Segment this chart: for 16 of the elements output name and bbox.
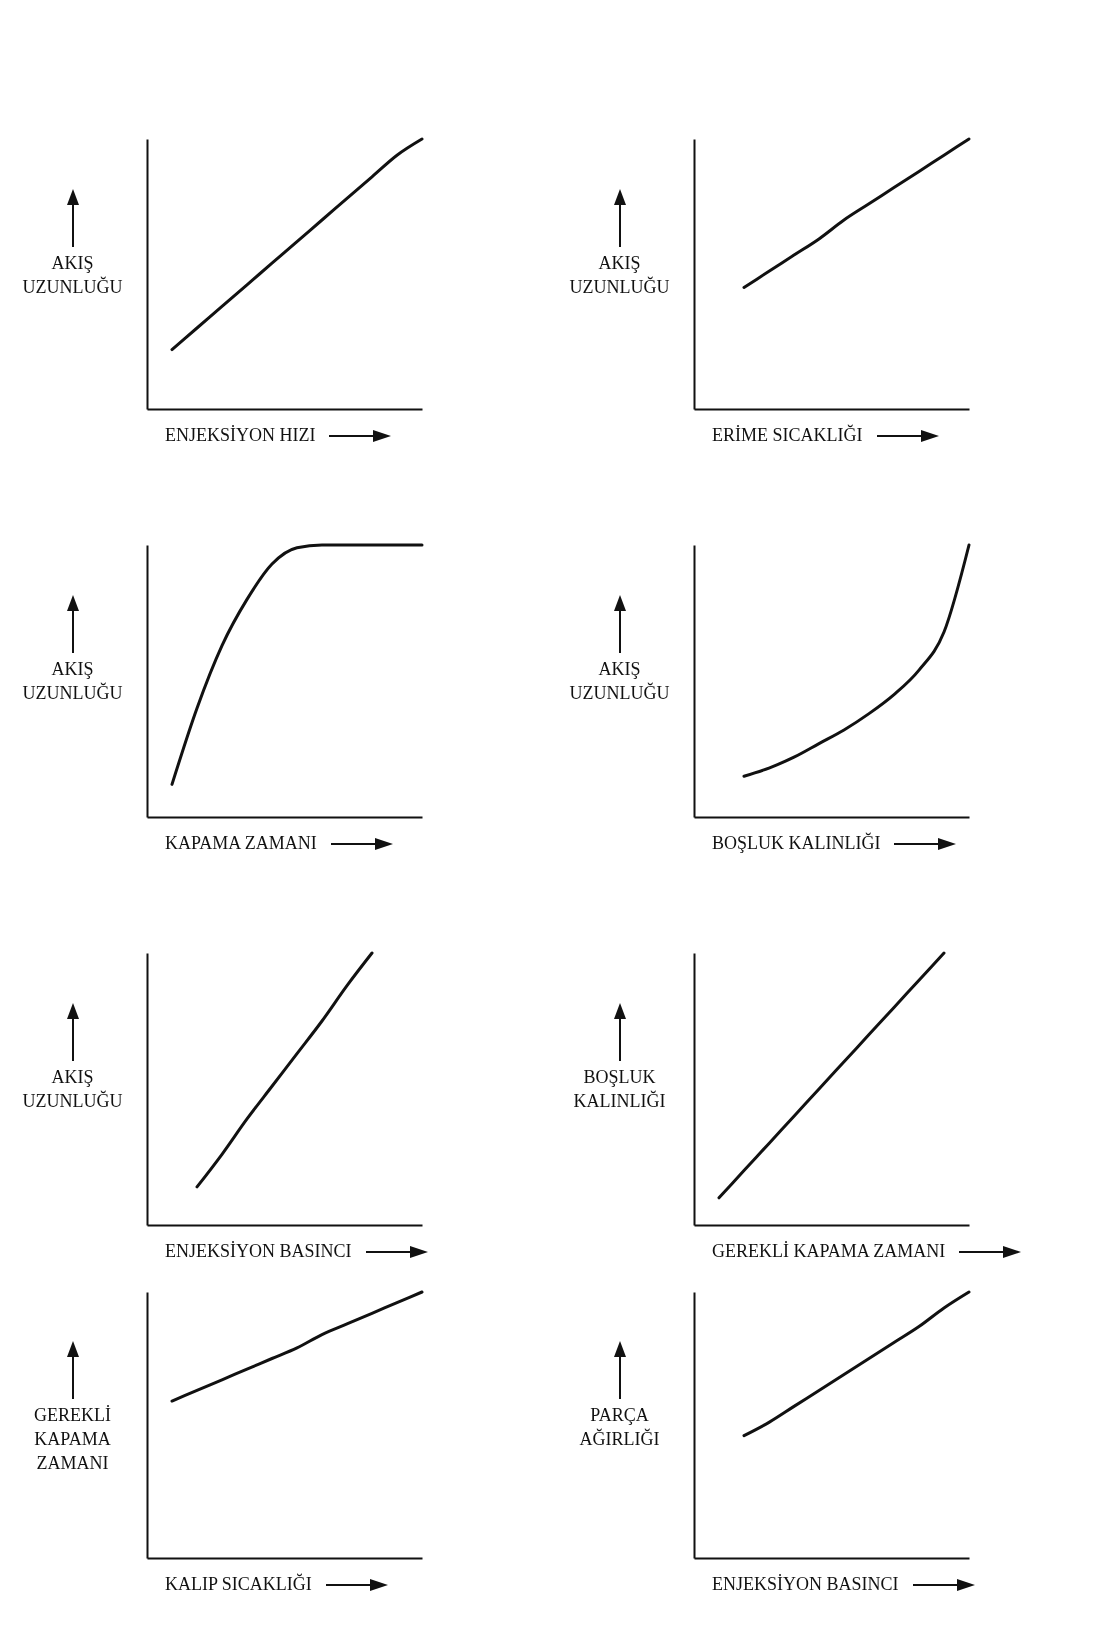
y-axis-title: GEREKLİ KAPAMA ZAMANI <box>33 1404 112 1476</box>
x-axis-title: ERİME SICAKLIĞI <box>712 425 863 446</box>
y-axis-title: AKIŞ UZUNLUĞU <box>21 658 124 706</box>
x-axis-title: ENJEKSİYON BASINCI <box>712 1574 899 1595</box>
y-axis-title: BOŞLUK KALINLIĞI <box>572 1066 667 1114</box>
y-axis-title: AKIŞ UZUNLUĞU <box>568 252 671 299</box>
x-axis-title: BOŞLUK KALINLIĞI <box>712 833 881 854</box>
x-axis-title: ENJEKSİYON BASINCI <box>165 1241 352 1262</box>
y-axis-title: PARÇA AĞIRLIĞI <box>578 1404 661 1452</box>
x-axis-title: GEREKLİ KAPAMA ZAMANI <box>712 1241 946 1262</box>
y-axis-title: AKIŞ UZUNLUĞU <box>568 658 671 706</box>
x-axis-title: KALIP SICAKLIĞI <box>165 1574 312 1595</box>
y-axis-title: AKIŞ UZUNLUĞU <box>21 1066 124 1114</box>
x-axis-title: KAPAMA ZAMANI <box>165 833 317 854</box>
x-axis-title: ENJEKSİYON HIZI <box>165 425 316 446</box>
y-axis-title: AKIŞ UZUNLUĞU <box>21 252 124 299</box>
